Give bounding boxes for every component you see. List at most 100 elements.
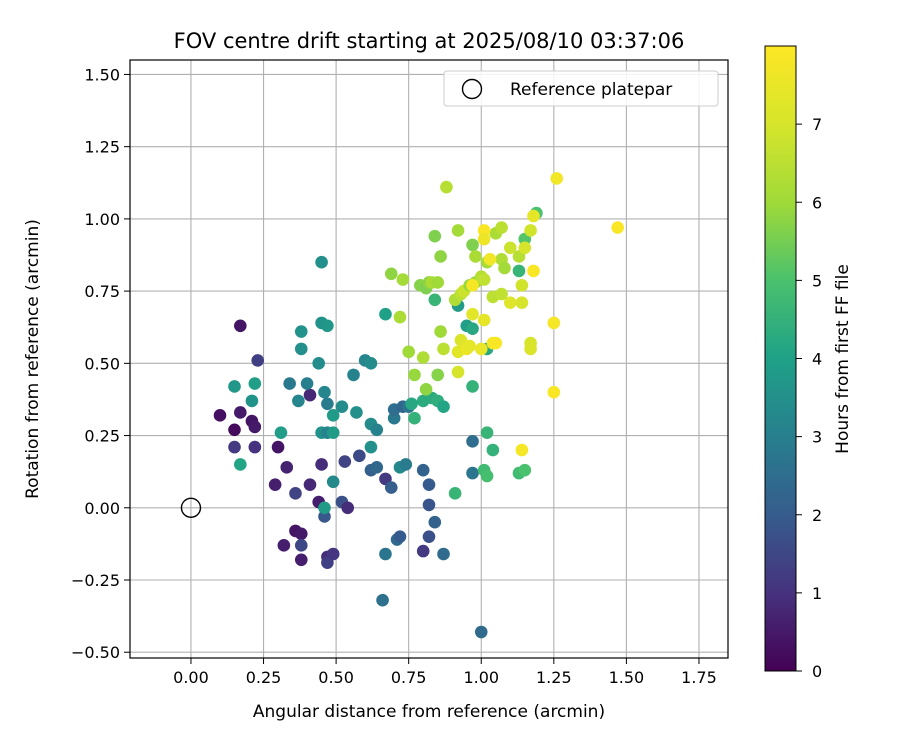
data-point	[422, 498, 436, 512]
data-point	[547, 385, 561, 399]
y-tick-label: 0.25	[84, 427, 120, 446]
data-point	[234, 319, 247, 333]
data-point	[547, 316, 561, 330]
data-point	[408, 368, 421, 382]
colorbar-tick-label: 5	[812, 271, 822, 290]
data-point	[515, 296, 529, 309]
data-point	[245, 394, 259, 408]
data-point	[503, 241, 517, 255]
data-point	[515, 443, 529, 457]
data-point	[370, 461, 384, 474]
data-point	[451, 224, 465, 237]
data-point	[466, 435, 479, 448]
data-point	[312, 357, 325, 370]
data-point	[283, 377, 296, 390]
data-point	[384, 481, 398, 494]
x-tick-label: 1.50	[609, 668, 645, 687]
data-point	[399, 458, 413, 471]
legend-box	[443, 70, 719, 107]
y-tick-label: 0.00	[84, 499, 120, 518]
data-point	[419, 383, 433, 396]
legend: Reference platepar	[443, 70, 719, 107]
data-point	[405, 397, 418, 411]
data-point	[271, 440, 285, 454]
data-point	[466, 307, 479, 321]
data-point	[300, 377, 314, 390]
data-point	[347, 368, 360, 382]
data-point	[466, 322, 479, 335]
data-point	[527, 209, 540, 223]
colorbar: 0 1 2 3 4 5 6 7 Hours from first FF file	[764, 45, 853, 681]
y-axis-label: Rotation from reference (arcmin)	[23, 219, 43, 499]
data-point	[550, 172, 564, 185]
legend-reference-symbol	[461, 78, 483, 100]
data-point	[338, 455, 352, 468]
data-point	[463, 339, 476, 353]
y-tick-label: 1.25	[84, 138, 120, 157]
data-point	[277, 539, 291, 552]
data-point	[315, 458, 328, 471]
data-point	[440, 180, 453, 194]
data-point	[416, 351, 430, 364]
data-point	[294, 325, 308, 338]
data-point	[341, 501, 355, 515]
legend-label: Reference platepar	[510, 80, 672, 100]
data-point	[416, 463, 430, 477]
data-point	[611, 221, 624, 234]
data-point	[268, 478, 282, 491]
data-point	[335, 400, 349, 413]
colorbar-tick-label: 0	[812, 662, 822, 681]
data-point	[486, 443, 500, 457]
data-point	[466, 279, 479, 292]
chart-title: FOV centre drift starting at 2025/08/10 …	[174, 29, 685, 53]
data-point	[393, 530, 407, 543]
data-point	[524, 342, 537, 356]
data-point	[280, 461, 294, 474]
data-point	[495, 221, 508, 234]
data-point	[326, 475, 340, 489]
colorbar-tick-label: 4	[812, 350, 822, 369]
data-point	[527, 264, 540, 278]
data-point	[248, 420, 262, 434]
data-point	[303, 388, 317, 402]
data-point	[318, 385, 331, 399]
data-point	[480, 469, 494, 483]
data-point	[292, 394, 305, 408]
y-tick-label: 0.75	[84, 282, 120, 301]
x-tick-label: 0.00	[173, 668, 209, 687]
data-point	[364, 357, 378, 370]
data-point	[289, 487, 302, 500]
data-point	[422, 478, 436, 491]
data-point	[437, 400, 450, 413]
data-point	[326, 409, 340, 422]
data-point	[474, 342, 488, 356]
data-point	[228, 423, 241, 437]
y-tick-label: −0.25	[71, 571, 120, 590]
data-point	[477, 313, 491, 327]
data-point	[294, 539, 308, 552]
data-point	[434, 250, 447, 263]
x-tick-label: 0.25	[246, 668, 282, 687]
data-point	[431, 368, 445, 382]
data-point	[318, 501, 331, 515]
x-tick-label: 0.50	[318, 668, 354, 687]
data-point	[428, 293, 442, 307]
data-point	[437, 547, 450, 561]
data-point	[451, 365, 465, 379]
data-point	[402, 345, 415, 359]
data-point	[512, 264, 526, 278]
data-point	[396, 273, 410, 286]
colorbar-label: Hours from first FF file	[833, 264, 853, 454]
y-tick-label: 0.50	[84, 354, 120, 373]
x-axis-label: Angular distance from reference (arcmin)	[253, 702, 605, 722]
data-point	[480, 426, 494, 439]
x-axis-ticks: 0.00 0.25 0.50 0.75 1.00 1.25 1.50 1.75	[173, 658, 717, 687]
plot-frame	[129, 59, 729, 659]
x-tick-label: 0.75	[391, 668, 427, 687]
data-point	[469, 250, 482, 263]
data-point	[318, 510, 331, 523]
data-point	[248, 440, 262, 454]
y-axis-ticks: −0.50 −0.25 0.00 0.25 0.50 0.75 1.00 1.25 1.50	[71, 65, 130, 662]
colorbar-tick-label: 3	[812, 428, 822, 447]
